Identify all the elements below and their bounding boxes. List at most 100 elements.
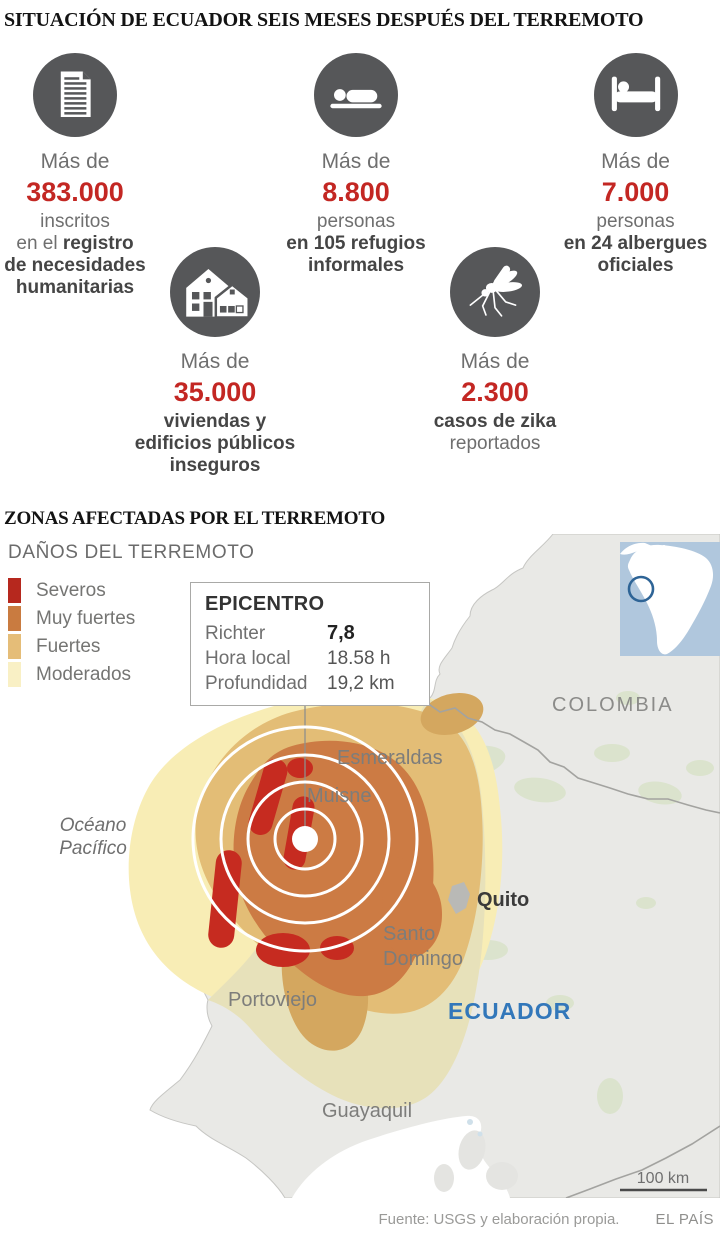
document-icon — [33, 53, 117, 137]
stat-value: 7.000 — [601, 177, 670, 207]
map-section-title: ZONAS AFECTADAS POR EL TERREMOTO — [4, 508, 386, 529]
stat-line: personas — [316, 211, 396, 232]
south-america-silhouette — [627, 544, 714, 655]
stats-section: Más de 383.000 inscritos en el registro de… — [0, 32, 720, 508]
river-dot — [477, 1131, 483, 1137]
brand-text: EL PAÍS — [655, 1211, 714, 1228]
stat-line: viviendas y — [163, 411, 267, 432]
inset-locator-map — [620, 542, 720, 656]
stat-line: informales — [307, 255, 405, 276]
stat-line: de necesidades — [4, 255, 146, 276]
legend-label: Moderados — [36, 663, 132, 685]
stat-value: 383.000 — [26, 177, 124, 207]
stat-unsafe-buildings: Más de 35.000 viviendas y edificios públi… — [95, 247, 335, 477]
stat-line: en 105 refugios — [286, 233, 426, 254]
label-esmeraldas: Esmeraldas — [337, 747, 443, 769]
legend-item: Muy fuertes — [8, 606, 135, 631]
quito-city-marker — [448, 882, 470, 914]
scale-label: 100 km — [636, 1170, 690, 1187]
label-guayaquil: Guayaquil — [322, 1100, 413, 1122]
legend-swatch — [8, 578, 21, 603]
stat-line: en el registro — [16, 233, 134, 254]
map-legend-title: DAÑOS DEL TERREMOTO — [8, 542, 255, 563]
source-text: Fuente: USGS y elaboración propia. — [378, 1211, 620, 1228]
estuary — [292, 1115, 510, 1198]
epicenter-box-title: EPICENTRO — [205, 593, 325, 615]
label-portoviejo: Portoviejo — [228, 989, 317, 1011]
footer: Fuente: USGS y elaboración propia. EL PA… — [0, 1198, 720, 1241]
legend-label: Fuertes — [36, 635, 101, 657]
stat-line: reportados — [449, 433, 541, 454]
ecuador-locator-circle — [627, 575, 655, 603]
label-quito: Quito — [477, 889, 530, 911]
stat-description: casos de zika reportados — [385, 411, 605, 455]
label-ecuador: ECUADOR — [448, 998, 572, 1024]
sleeping-person-icon — [330, 89, 382, 109]
stat-prefix: Más de — [601, 150, 670, 173]
stat-description: viviendas y edificios públicos inseguros — [95, 411, 335, 477]
label-pacific-ocean: Océano Pacífico — [59, 815, 127, 859]
stat-zika-cases: Más de 2.300 casos de zika reportados — [385, 247, 605, 455]
peru-border — [565, 1125, 720, 1198]
legend-swatch — [8, 634, 21, 659]
epicenter-data-rows: Richter 7,8 Hora local 18.58 h Profundidad 19… — [205, 622, 417, 695]
legend-swatch — [8, 606, 21, 631]
legend-item: Fuertes — [8, 634, 135, 659]
colombia-border — [422, 699, 720, 814]
damage-legend: Severos Muy fuertes Fuertes Moderados — [8, 578, 135, 690]
stat-registered-needs: Más de 383.000 inscritos en el registro de… — [0, 53, 150, 299]
stat-prefix: Más de — [460, 350, 530, 373]
stat-prefix: Más de — [40, 150, 110, 173]
stat-prefix: Más de — [321, 150, 391, 173]
earthquake-map: DAÑOS DEL TERREMOTO Severos Muy fuertes Fu… — [0, 534, 720, 1198]
bed-icon — [611, 76, 660, 112]
stat-line: edificios públicos — [134, 433, 296, 454]
stat-value: 8.800 — [322, 177, 390, 207]
legend-label: Muy fuertes — [36, 607, 136, 629]
map-canvas — [0, 534, 720, 1198]
stat-prefix: Más de — [180, 350, 250, 373]
document-icon — [60, 71, 91, 118]
label-muisne: Muisne — [307, 785, 372, 807]
stat-line: oficiales — [597, 255, 674, 276]
stat-description: inscritos en el registro de necesidades hum… — [0, 211, 150, 299]
epicenter-info-box: EPICENTRO Richter 7,8 Hora local 18.58 h Pro… — [190, 582, 430, 706]
epicenter-row-value: 19,2 km — [327, 673, 395, 694]
houses-icon — [186, 268, 250, 319]
estuary-islands — [434, 1130, 518, 1192]
page-title: SITUACIÓN DE ECUADOR SEIS MESES DESPUÉS … — [4, 9, 644, 31]
legend-item: Moderados — [8, 662, 135, 687]
epicenter-row-label: Profundidad — [205, 673, 308, 694]
stat-line: en 24 albergues — [563, 233, 708, 254]
epicenter-rings — [191, 725, 419, 953]
stat-informal-shelters: Más de 8.800 personas en 105 refugios info… — [246, 53, 466, 277]
stat-description: personas en 24 albergues oficiales — [551, 211, 720, 277]
epicenter-row-label: Richter — [205, 623, 266, 644]
stat-value: 35.000 — [173, 377, 257, 407]
label-santo-domingo: Santo Domingo — [383, 923, 464, 970]
epicenter-dot — [292, 826, 318, 852]
stat-line: casos de zika — [433, 411, 557, 432]
mosquito-icon — [450, 247, 540, 337]
mosquito-icon — [469, 265, 523, 317]
damage-zone-very-strong — [233, 740, 443, 997]
epicenter-row-value: 7,8 — [327, 622, 355, 644]
bed-icon — [593, 53, 678, 137]
stat-value: 2.300 — [461, 377, 529, 407]
stat-line: inscritos — [40, 211, 110, 232]
legend-item: Severos — [8, 578, 135, 603]
river-dot — [467, 1119, 473, 1125]
label-colombia: COLOMBIA — [552, 694, 674, 716]
stat-official-shelters: Más de 7.000 personas en 24 albergues ofic… — [551, 53, 720, 277]
legend-swatch — [8, 662, 21, 687]
stat-line: personas — [596, 211, 675, 232]
legend-label: Severos — [36, 579, 106, 601]
epicenter-row-label: Hora local — [205, 648, 291, 669]
stat-description: personas en 105 refugios informales — [246, 211, 466, 277]
houses-icon — [170, 247, 260, 337]
epicenter-row-value: 18.58 h — [327, 648, 391, 669]
stat-line: humanitarias — [15, 277, 135, 298]
sleeping-person-icon — [314, 53, 398, 137]
stat-line: inseguros — [169, 455, 261, 476]
